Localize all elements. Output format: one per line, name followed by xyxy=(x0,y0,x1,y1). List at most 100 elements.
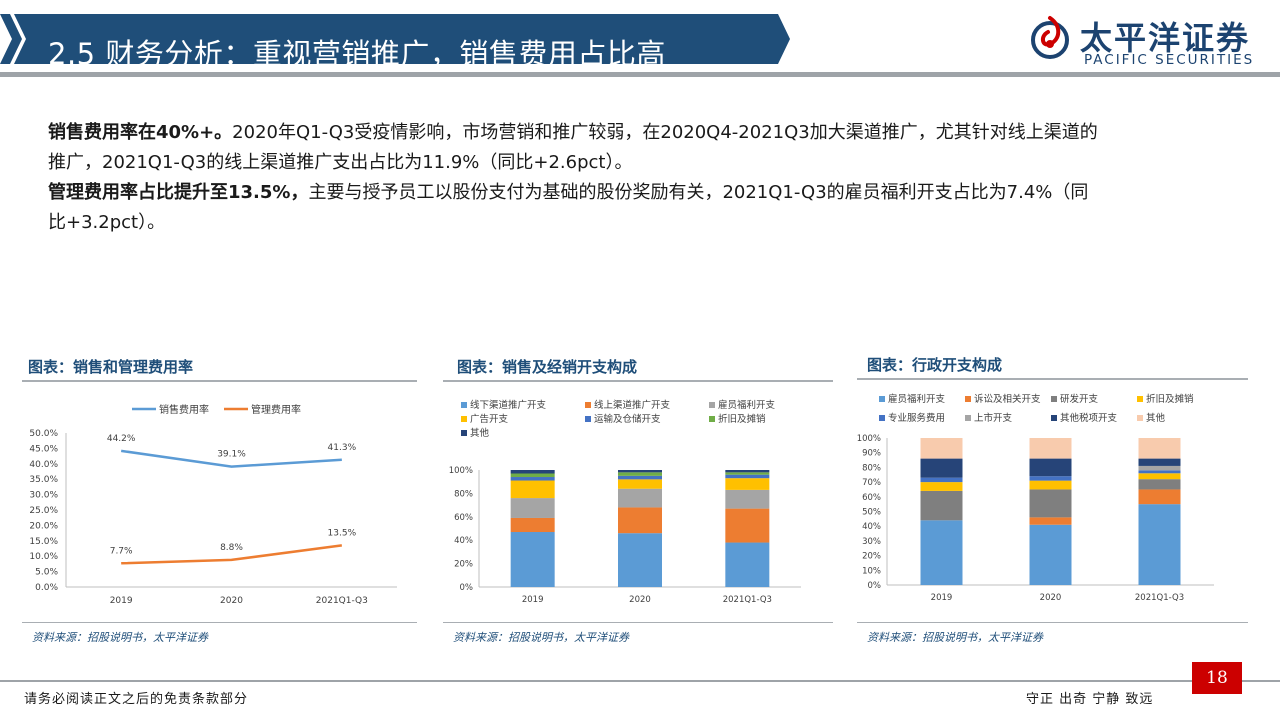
bar-segment xyxy=(618,472,662,476)
y-tick-label: 80% xyxy=(454,489,473,499)
y-tick-label: 25.0% xyxy=(29,506,58,516)
bar-segment xyxy=(510,477,555,481)
paragraph-admin-expense-body: 主要与授予员工以股份支付为基础的股份奖励有关，2021Q1-Q3的雇员福利开支占… xyxy=(48,182,1089,233)
company-logo: 太平洋证券 PACIFIC SECURITIES xyxy=(1028,6,1273,68)
footer-divider xyxy=(0,680,1280,682)
header-divider xyxy=(0,72,1280,77)
legend-swatch-5 xyxy=(709,416,715,422)
legend-label-3: 折旧及摊销 xyxy=(1146,393,1194,405)
legend-label-4: 专业服务费用 xyxy=(888,412,945,424)
bar-segment xyxy=(725,472,770,475)
series-line-0 xyxy=(120,449,342,468)
bar-segment xyxy=(1138,458,1181,466)
title-banner-shape xyxy=(0,14,790,64)
bar-segment xyxy=(920,458,963,478)
data-label: 44.2% xyxy=(107,434,136,444)
bar-segment xyxy=(618,507,662,534)
bar-segment xyxy=(1029,438,1072,459)
x-tick-label: 2021Q1-Q3 xyxy=(316,596,368,606)
legend-label-0: 线下渠道推广开支 xyxy=(470,399,547,411)
data-label: 7.7% xyxy=(110,546,133,556)
legend-swatch-3 xyxy=(1137,396,1143,402)
data-label: 41.3% xyxy=(328,443,357,453)
bar-segment xyxy=(618,488,662,508)
y-tick-label: 40.0% xyxy=(29,460,58,470)
y-tick-label: 15.0% xyxy=(29,537,58,547)
x-tick-label: 2019 xyxy=(931,593,953,603)
legend-label-6: 其他税项开支 xyxy=(1060,412,1118,424)
source-note: 资料来源：招股说明书，太平洋证券 xyxy=(867,631,1043,644)
bar-segment xyxy=(725,542,770,587)
panel-bottom-divider xyxy=(443,622,833,623)
paragraph-admin-expense: 管理费用率占比提升至13.5%，主要与授予员工以股份支付为基础的股份奖励有关，2… xyxy=(48,178,1098,238)
panel-bottom-divider xyxy=(22,622,417,623)
y-tick-label: 5.0% xyxy=(35,568,58,578)
paragraph-sales-expense-lead: 销售费用率在40%+。 xyxy=(48,122,233,143)
y-tick-label: 60% xyxy=(862,493,881,503)
panel-admin-expense-composition: 图表：行政开支构成 雇员福利开支 诉讼及相关开支 研发开支 折旧及摊销 专业服务费用 上市… xyxy=(857,348,1252,656)
x-tick-label: 2020 xyxy=(1040,593,1062,603)
bar-segment xyxy=(510,517,555,533)
panel-sales-expense-composition: 图表：销售及经销开支构成 线下渠道推广开支 线上渠道推广开支 雇员福利开支 广告开支 运… xyxy=(443,348,838,656)
bar-segment xyxy=(510,532,555,587)
summary-text: 销售费用率在40%+。2020年Q1-Q3受疫情影响，市场营销和推广较弱，在20… xyxy=(48,118,1098,238)
bar-segment xyxy=(920,482,963,491)
bar-segment xyxy=(618,479,662,489)
bar-segment xyxy=(920,438,963,459)
legend-swatch-5 xyxy=(965,415,971,421)
bar-segment xyxy=(920,490,963,521)
bar-segment xyxy=(618,475,662,480)
legend-label-2: 研发开支 xyxy=(1060,393,1099,405)
y-tick-label: 30% xyxy=(862,537,881,547)
paragraph-admin-expense-lead: 管理费用率占比提升至13.5%， xyxy=(48,182,309,203)
panel-expense-ratio: 图表：销售和管理费用率 销售费用率 管理费用率 0.0% 5.0% 10.0% 15.0%… xyxy=(22,348,417,656)
legend-label-7: 其他 xyxy=(1146,412,1166,424)
y-tick-label: 45.0% xyxy=(29,444,58,454)
y-tick-label: 40% xyxy=(862,522,881,532)
y-tick-label: 35.0% xyxy=(29,475,58,485)
y-tick-label: 10% xyxy=(862,566,881,576)
y-tick-label: 0% xyxy=(460,583,474,593)
bar-segment xyxy=(510,480,555,499)
source-note: 资料来源：招股说明书，太平洋证券 xyxy=(453,631,629,644)
panel-title: 图表：销售和管理费用率 xyxy=(28,358,194,376)
logo-english-name: PACIFIC SECURITIES xyxy=(1084,52,1255,68)
series-line-1 xyxy=(121,544,342,565)
y-tick-label: 60% xyxy=(454,513,473,523)
bar-segment xyxy=(725,470,770,473)
legend-swatch-1 xyxy=(585,402,591,408)
bar-segment xyxy=(920,477,963,483)
bar-segment xyxy=(1029,476,1072,481)
bar-segment xyxy=(1029,524,1072,585)
y-tick-label: 50.0% xyxy=(29,429,58,439)
x-tick-label: 2021Q1-Q3 xyxy=(1135,593,1184,603)
bar-segment xyxy=(510,473,555,478)
legend-swatch-3 xyxy=(461,416,467,422)
page-number: 18 xyxy=(1192,662,1242,694)
legend-swatch-4 xyxy=(585,416,591,422)
y-tick-label: 30.0% xyxy=(29,491,58,501)
legend-swatch-2 xyxy=(709,402,715,408)
legend-swatch-4 xyxy=(879,415,885,421)
bar-segment xyxy=(1138,470,1181,474)
y-tick-label: 80% xyxy=(862,463,881,473)
bar-segment xyxy=(725,474,770,479)
panel-title: 图表：销售及经销开支构成 xyxy=(457,358,638,376)
y-tick-label: 90% xyxy=(862,449,881,459)
legend-label-0: 销售费用率 xyxy=(159,403,209,416)
bar-segment xyxy=(618,533,662,587)
y-tick-label: 70% xyxy=(862,478,881,488)
legend-label-1: 诉讼及相关开支 xyxy=(974,393,1041,405)
paragraph-sales-expense: 销售费用率在40%+。2020年Q1-Q3受疫情影响，市场营销和推广较弱，在20… xyxy=(48,118,1098,178)
bar-segment xyxy=(510,498,555,518)
legend-label-4: 运输及仓储开支 xyxy=(594,413,661,425)
bar-segment xyxy=(1138,489,1181,505)
panel-divider xyxy=(857,378,1248,380)
data-label: 8.8% xyxy=(220,543,243,553)
bar-segment xyxy=(725,508,770,543)
legend-label-3: 广告开支 xyxy=(470,413,509,425)
legend-swatch-7 xyxy=(1137,415,1143,421)
bar-segment xyxy=(1029,489,1072,518)
x-tick-label: 2020 xyxy=(629,595,651,605)
